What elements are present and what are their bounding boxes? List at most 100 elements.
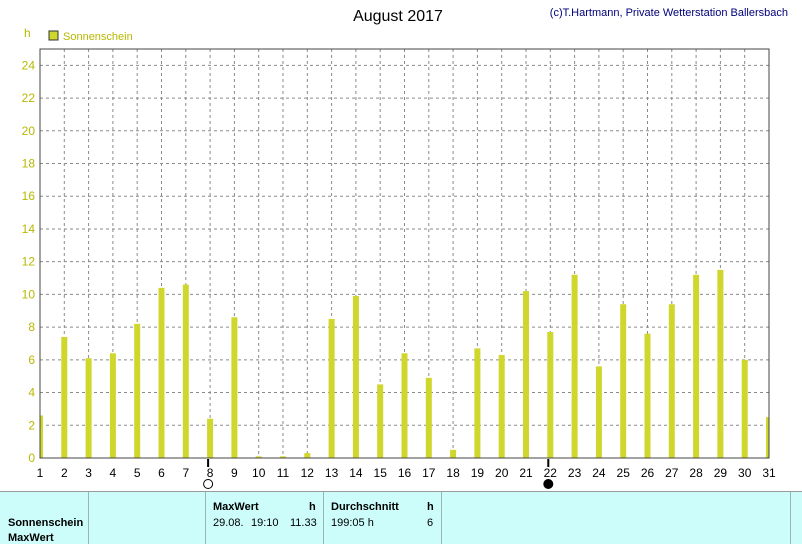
bar-day-17 <box>425 377 432 458</box>
y-tick-label: 4 <box>28 386 35 400</box>
bar-day-23 <box>571 274 578 458</box>
x-tick-label: 1 <box>37 466 44 480</box>
bar-day-25 <box>620 304 627 458</box>
x-tick-label: 29 <box>714 466 728 480</box>
y-tick-label: 12 <box>22 255 36 269</box>
bar-day-22 <box>547 332 554 458</box>
bar-day-14 <box>352 296 359 458</box>
y-tick-label: 14 <box>22 222 36 236</box>
table-divider <box>790 492 791 544</box>
bar-day-6 <box>158 287 165 458</box>
x-tick-label: 15 <box>374 466 388 480</box>
bar-day-11 <box>280 456 286 458</box>
bar-day-7 <box>182 284 189 458</box>
bar-day-3 <box>85 358 92 458</box>
max-unit: h <box>309 501 316 513</box>
bar-day-10 <box>255 456 262 458</box>
plot-frame <box>39 48 770 459</box>
avg-total: 199:05 h <box>331 517 374 529</box>
x-tick-label: 8 <box>207 466 214 480</box>
x-tick-label: 24 <box>592 466 606 480</box>
max-time: 19:10 <box>251 517 279 529</box>
x-tick-label: 28 <box>689 466 703 480</box>
new-moon-icon <box>543 479 554 489</box>
y-tick-label: 16 <box>22 189 36 203</box>
y-tick-label: 10 <box>22 287 36 301</box>
y-tick-label: 8 <box>28 320 35 334</box>
table-divider <box>441 492 442 544</box>
bar-day-13 <box>328 318 335 458</box>
bar-day-4 <box>109 353 116 458</box>
table-divider <box>88 492 89 544</box>
bar-day-19 <box>474 348 481 458</box>
y-tick-label: 20 <box>22 124 36 138</box>
x-tick-label: 27 <box>665 466 679 480</box>
x-tick-label: 3 <box>85 466 92 480</box>
sunshine-chart: August 2017 (c)T.Hartmann, Private Wette… <box>22 7 788 489</box>
x-tick-label: 4 <box>110 466 117 480</box>
bar-day-24 <box>595 366 602 458</box>
x-tick-label: 18 <box>446 466 460 480</box>
bar-day-29 <box>717 269 724 458</box>
max-value: 11.33 <box>290 517 317 529</box>
bar-day-18 <box>450 449 457 458</box>
bar-day-16 <box>401 353 408 458</box>
bar-day-30 <box>741 359 748 458</box>
y-tick-label: 22 <box>22 91 36 105</box>
row-label-maxwert: MaxWert <box>8 532 54 544</box>
y-tick-label: 2 <box>28 418 35 432</box>
bar-day-27 <box>668 304 675 458</box>
x-tick-label: 16 <box>398 466 412 480</box>
x-tick-label: 11 <box>277 466 290 480</box>
x-tick-label: 19 <box>471 466 485 480</box>
x-tick-label: 23 <box>568 466 582 480</box>
bar-day-26 <box>644 333 651 458</box>
legend-swatch <box>48 30 59 41</box>
bar-day-21 <box>523 291 529 458</box>
y-tick-label: 6 <box>28 353 35 367</box>
x-tick-label: 21 <box>519 466 533 480</box>
x-tick-label: 2 <box>61 466 68 480</box>
bar-day-2 <box>61 336 68 458</box>
y-tick-label: 0 <box>28 451 35 465</box>
bar-day-28 <box>693 274 700 458</box>
bar-day-12 <box>304 453 311 458</box>
table-divider <box>205 492 206 544</box>
bar-day-9 <box>231 317 238 458</box>
summary-table: Sonnenschein MaxWert MaxWert h 29.08. 19… <box>0 491 802 544</box>
bar-day-8 <box>207 418 214 458</box>
x-tick-label: 9 <box>231 466 238 480</box>
x-tick-label: 7 <box>182 466 189 480</box>
avg-value: 6 <box>427 517 434 529</box>
x-tick-label: 22 <box>544 466 558 480</box>
y-tick-label: 18 <box>22 157 36 171</box>
avg-unit: h <box>427 501 434 513</box>
x-tick-label: 26 <box>641 466 655 480</box>
x-tick-label: 12 <box>301 466 315 480</box>
y-axis-unit: h <box>24 26 31 40</box>
x-tick-label: 6 <box>158 466 165 480</box>
x-tick-label: 20 <box>495 466 509 480</box>
x-tick-label: 14 <box>349 466 363 480</box>
bar-day-1 <box>40 415 43 458</box>
x-tick-label: 30 <box>738 466 752 480</box>
max-header: MaxWert <box>213 501 259 513</box>
credit-text: (c)T.Hartmann, Private Wetterstation Bal… <box>550 7 788 19</box>
bar-day-20 <box>498 354 505 458</box>
bar-day-5 <box>134 323 141 458</box>
x-tick-label: 31 <box>762 466 776 480</box>
x-tick-label: 25 <box>617 466 631 480</box>
x-tick-label: 13 <box>325 466 339 480</box>
full-moon-icon <box>203 479 214 489</box>
x-tick-label: 17 <box>422 466 436 480</box>
bar-day-15 <box>377 384 384 458</box>
avg-header: Durchschnitt <box>331 501 399 513</box>
chart-title: August 2017 <box>353 8 443 25</box>
x-tick-label: 10 <box>252 466 266 480</box>
y-tick-label: 24 <box>22 58 36 72</box>
legend-label: Sonnenschein <box>63 31 133 43</box>
bar-day-31 <box>766 417 769 458</box>
table-divider <box>323 492 324 544</box>
max-date: 29.08. <box>213 517 244 529</box>
x-tick-label: 5 <box>134 466 141 480</box>
